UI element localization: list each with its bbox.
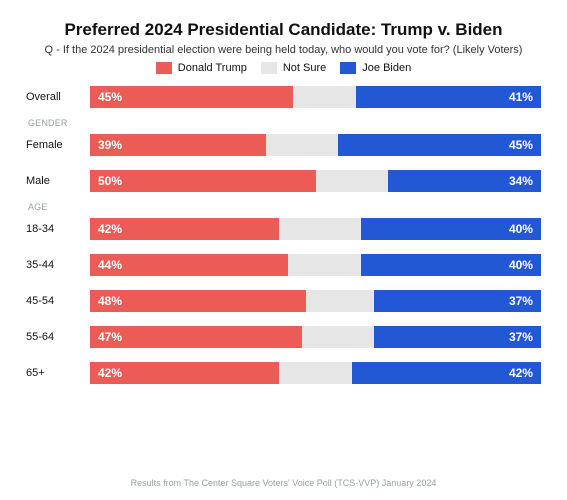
segment-biden: 37% xyxy=(374,326,541,348)
data-row: Overall 45% 41% xyxy=(26,82,541,112)
chart-subtitle: Q - If the 2024 presidential election we… xyxy=(26,44,541,56)
legend-item-biden: Joe Biden xyxy=(340,62,411,74)
value-biden: 37% xyxy=(509,330,533,344)
value-biden: 37% xyxy=(509,294,533,308)
legend-label-biden: Joe Biden xyxy=(362,62,411,74)
stacked-bar: 50% 34% xyxy=(90,170,541,192)
segment-biden: 41% xyxy=(356,86,541,108)
segment-unsure xyxy=(293,86,356,108)
stacked-bar: 39% 45% xyxy=(90,134,541,156)
segment-biden: 34% xyxy=(388,170,541,192)
value-biden: 42% xyxy=(509,366,533,380)
stacked-bar: 42% 40% xyxy=(90,218,541,240)
legend: Donald Trump Not Sure Joe Biden xyxy=(26,62,541,74)
rows-container: Overall 45% 41% Gender Female 39% 45% Male 50% 34… xyxy=(26,82,541,394)
segment-trump: 45% xyxy=(90,86,293,108)
data-row: 35-44 44% 40% xyxy=(26,250,541,280)
stacked-bar: 45% 41% xyxy=(90,86,541,108)
value-biden: 45% xyxy=(509,138,533,152)
value-biden: 40% xyxy=(509,222,533,236)
segment-trump: 42% xyxy=(90,362,279,384)
group-header: Gender xyxy=(26,118,541,128)
segment-trump: 47% xyxy=(90,326,302,348)
data-row: 45-54 48% 37% xyxy=(26,286,541,316)
row-label: 65+ xyxy=(26,367,90,379)
value-trump: 50% xyxy=(98,174,122,188)
row-label: 35-44 xyxy=(26,259,90,271)
legend-item-trump: Donald Trump xyxy=(156,62,247,74)
segment-trump: 50% xyxy=(90,170,316,192)
segment-trump: 44% xyxy=(90,254,288,276)
segment-trump: 42% xyxy=(90,218,279,240)
segment-biden: 45% xyxy=(338,134,541,156)
segment-unsure xyxy=(306,290,374,312)
chart-title: Preferred 2024 Presidential Candidate: T… xyxy=(26,20,541,40)
segment-biden: 42% xyxy=(352,362,541,384)
segment-unsure xyxy=(266,134,338,156)
value-trump: 45% xyxy=(98,90,122,104)
value-biden: 41% xyxy=(509,90,533,104)
stacked-bar: 47% 37% xyxy=(90,326,541,348)
chart-footer: Results from The Center Square Voters' V… xyxy=(26,472,541,488)
segment-trump: 39% xyxy=(90,134,266,156)
data-row: 65+ 42% 42% xyxy=(26,358,541,388)
legend-label-unsure: Not Sure xyxy=(283,62,326,74)
segment-biden: 40% xyxy=(361,254,541,276)
stacked-bar: 44% 40% xyxy=(90,254,541,276)
value-trump: 44% xyxy=(98,258,122,272)
row-label: Female xyxy=(26,139,90,151)
group-header: Age xyxy=(26,202,541,212)
legend-swatch-trump xyxy=(156,62,172,74)
segment-unsure xyxy=(279,218,360,240)
segment-unsure xyxy=(316,170,388,192)
data-row: 55-64 47% 37% xyxy=(26,322,541,352)
row-label: 18-34 xyxy=(26,223,90,235)
value-trump: 39% xyxy=(98,138,122,152)
legend-swatch-unsure xyxy=(261,62,277,74)
segment-unsure xyxy=(288,254,360,276)
row-label: 55-64 xyxy=(26,331,90,343)
data-row: Female 39% 45% xyxy=(26,130,541,160)
legend-label-trump: Donald Trump xyxy=(178,62,247,74)
segment-unsure xyxy=(302,326,374,348)
value-trump: 42% xyxy=(98,222,122,236)
poll-chart: Preferred 2024 Presidential Candidate: T… xyxy=(0,0,567,500)
row-label: 45-54 xyxy=(26,295,90,307)
value-biden: 40% xyxy=(509,258,533,272)
legend-item-unsure: Not Sure xyxy=(261,62,326,74)
value-biden: 34% xyxy=(509,174,533,188)
stacked-bar: 48% 37% xyxy=(90,290,541,312)
value-trump: 47% xyxy=(98,330,122,344)
data-row: Male 50% 34% xyxy=(26,166,541,196)
row-label: Overall xyxy=(26,91,90,103)
segment-biden: 37% xyxy=(374,290,541,312)
value-trump: 42% xyxy=(98,366,122,380)
row-label: Male xyxy=(26,175,90,187)
data-row: 18-34 42% 40% xyxy=(26,214,541,244)
value-trump: 48% xyxy=(98,294,122,308)
segment-unsure xyxy=(279,362,351,384)
legend-swatch-biden xyxy=(340,62,356,74)
stacked-bar: 42% 42% xyxy=(90,362,541,384)
segment-trump: 48% xyxy=(90,290,306,312)
segment-biden: 40% xyxy=(361,218,541,240)
